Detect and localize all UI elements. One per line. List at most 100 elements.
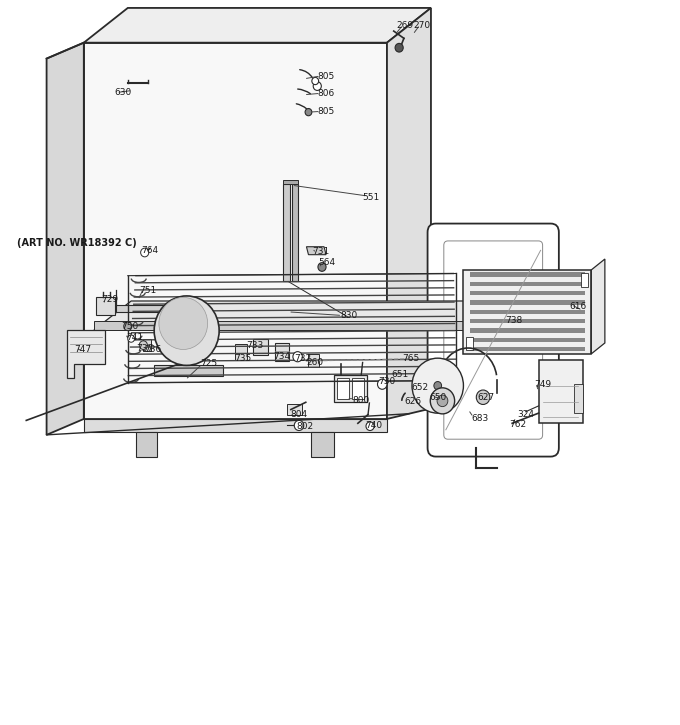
Bar: [469, 338, 585, 342]
Polygon shape: [387, 8, 431, 419]
Circle shape: [305, 109, 312, 116]
Circle shape: [434, 381, 441, 390]
Bar: [292, 183, 299, 281]
Text: 800: 800: [353, 396, 370, 405]
Text: 741: 741: [126, 334, 143, 342]
Bar: [96, 297, 115, 315]
Bar: [575, 384, 583, 413]
Bar: [469, 319, 585, 323]
Bar: [539, 360, 583, 423]
Text: 651: 651: [391, 370, 409, 379]
Text: (ART NO. WR18392 C): (ART NO. WR18392 C): [17, 238, 137, 248]
Polygon shape: [307, 247, 326, 254]
Text: 740: 740: [365, 421, 382, 430]
Text: 735: 735: [234, 354, 252, 362]
Circle shape: [312, 78, 319, 85]
Polygon shape: [154, 365, 222, 376]
FancyBboxPatch shape: [428, 223, 559, 457]
Circle shape: [430, 388, 455, 414]
Text: 804: 804: [290, 410, 307, 419]
Circle shape: [377, 379, 387, 389]
Polygon shape: [94, 301, 513, 330]
Circle shape: [141, 248, 149, 257]
Text: 738: 738: [505, 316, 522, 325]
Text: 551: 551: [362, 193, 380, 202]
Text: 725: 725: [201, 360, 218, 368]
Polygon shape: [592, 259, 605, 354]
Text: 324: 324: [517, 410, 534, 419]
Text: 269: 269: [396, 21, 413, 30]
Text: 627: 627: [477, 393, 494, 402]
Circle shape: [294, 420, 304, 431]
Text: 751: 751: [139, 286, 156, 294]
Text: 729: 729: [101, 295, 118, 304]
Text: 630: 630: [114, 88, 132, 97]
Bar: [143, 339, 152, 351]
Circle shape: [128, 335, 135, 342]
Circle shape: [293, 352, 303, 362]
Polygon shape: [67, 330, 105, 378]
Polygon shape: [84, 419, 387, 432]
Text: 652: 652: [411, 383, 428, 392]
Text: 805: 805: [318, 107, 335, 116]
Bar: [469, 328, 585, 333]
Polygon shape: [47, 43, 84, 435]
Bar: [334, 375, 367, 402]
Text: 737: 737: [136, 344, 153, 352]
Bar: [275, 343, 289, 361]
Circle shape: [437, 395, 448, 407]
Polygon shape: [84, 43, 387, 419]
Bar: [284, 183, 290, 281]
Circle shape: [313, 82, 322, 91]
Text: 270: 270: [413, 21, 430, 30]
Polygon shape: [94, 321, 476, 330]
Text: 626: 626: [405, 397, 422, 406]
Text: 731: 731: [313, 247, 330, 257]
Circle shape: [159, 297, 207, 349]
Bar: [469, 291, 585, 295]
Text: 733: 733: [246, 341, 264, 350]
Text: 736: 736: [144, 345, 161, 354]
Text: 806: 806: [318, 89, 335, 98]
Text: 650: 650: [429, 393, 446, 402]
Text: 730: 730: [378, 377, 396, 386]
Bar: [253, 339, 268, 355]
Circle shape: [139, 341, 148, 349]
Text: 750: 750: [121, 322, 139, 331]
Bar: [469, 347, 585, 351]
Circle shape: [124, 322, 132, 331]
Bar: [581, 273, 588, 286]
Bar: [235, 344, 247, 360]
Text: 802: 802: [296, 422, 313, 431]
Text: 762: 762: [510, 420, 527, 429]
Text: 749: 749: [534, 380, 551, 389]
Text: 747: 747: [74, 345, 91, 354]
Circle shape: [366, 422, 374, 431]
Polygon shape: [84, 8, 431, 43]
Bar: [287, 405, 302, 415]
Polygon shape: [284, 180, 299, 183]
Text: 260: 260: [307, 358, 324, 367]
Text: 564: 564: [318, 258, 335, 267]
Text: 830: 830: [341, 311, 358, 320]
Polygon shape: [463, 270, 592, 354]
Bar: [466, 337, 473, 350]
Text: 734: 734: [273, 352, 290, 361]
Bar: [309, 354, 319, 367]
Circle shape: [318, 262, 326, 271]
Polygon shape: [311, 432, 334, 457]
Text: 732: 732: [294, 354, 311, 362]
Bar: [352, 378, 364, 399]
Polygon shape: [136, 432, 157, 457]
Bar: [469, 300, 585, 304]
Circle shape: [412, 358, 464, 413]
Text: 764: 764: [141, 246, 158, 255]
Text: 805: 805: [318, 72, 335, 81]
Bar: [469, 310, 585, 314]
Text: 683: 683: [472, 415, 489, 423]
Circle shape: [154, 296, 219, 365]
Polygon shape: [116, 304, 179, 312]
Text: 616: 616: [569, 302, 586, 310]
Bar: [469, 282, 585, 286]
Circle shape: [476, 390, 490, 405]
